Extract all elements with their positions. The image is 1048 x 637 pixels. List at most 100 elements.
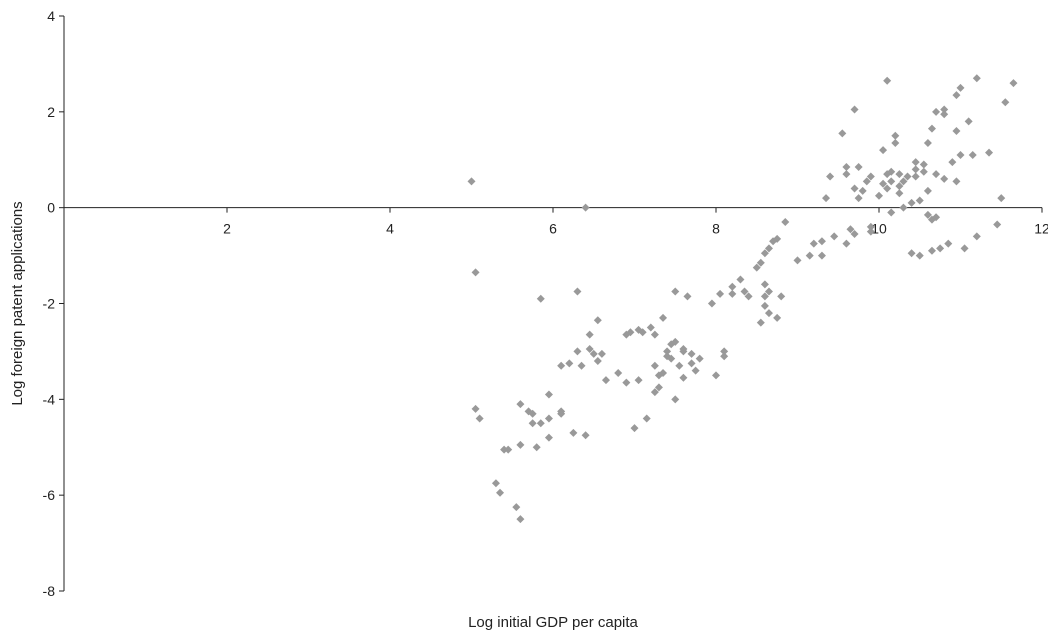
y-tick-label: 0: [47, 200, 55, 216]
data-point: [516, 400, 525, 409]
data-point: [565, 359, 574, 368]
data-point: [911, 158, 920, 167]
data-point: [891, 138, 900, 147]
data-point: [622, 378, 631, 387]
data-point: [817, 237, 826, 246]
data-point: [736, 275, 745, 284]
data-point: [532, 443, 541, 452]
data-point: [634, 376, 643, 385]
data-point: [581, 203, 590, 212]
data-point: [650, 330, 659, 339]
data-point: [923, 186, 932, 195]
data-point: [923, 138, 932, 147]
data-point: [911, 172, 920, 181]
data-point: [585, 345, 594, 354]
data-point: [972, 232, 981, 241]
y-tick-label: -4: [43, 391, 56, 407]
data-point: [879, 146, 888, 155]
data-point: [679, 373, 688, 382]
data-point: [997, 194, 1006, 203]
data-point: [907, 198, 916, 207]
data-point: [646, 323, 655, 332]
data-point: [626, 328, 635, 337]
data-point: [504, 445, 513, 454]
data-point: [671, 287, 680, 296]
data-point: [923, 210, 932, 219]
data-point: [866, 172, 875, 181]
data-point: [581, 431, 590, 440]
data-point: [601, 376, 610, 385]
data-point: [960, 244, 969, 253]
y-tick-label: -6: [43, 487, 56, 503]
x-tick-label: 4: [386, 221, 394, 237]
data-point: [728, 282, 737, 291]
data-point: [659, 368, 668, 377]
data-point: [756, 258, 765, 267]
data-point: [630, 424, 639, 433]
data-point: [638, 328, 647, 337]
data-point: [968, 150, 977, 159]
data-point: [773, 313, 782, 322]
data-point: [952, 177, 961, 186]
data-point: [471, 404, 480, 413]
data-point: [573, 347, 582, 356]
data-point: [760, 249, 769, 258]
data-point: [593, 357, 602, 365]
data-point: [850, 184, 859, 193]
data-point: [964, 117, 973, 126]
x-tick-label: 6: [549, 221, 557, 237]
y-axis-title: Log foreign patent applications: [9, 201, 26, 405]
data-point: [764, 309, 773, 318]
data-point: [932, 213, 941, 222]
data-point: [760, 301, 769, 310]
data-point: [760, 292, 769, 301]
data-point: [687, 359, 696, 368]
data-points-group: [467, 74, 1018, 524]
data-point: [903, 172, 912, 181]
data-point: [756, 318, 765, 327]
data-point: [899, 203, 908, 212]
data-point: [695, 354, 704, 363]
data-point: [675, 361, 684, 370]
data-point: [919, 167, 928, 176]
data-point: [866, 227, 875, 236]
data-point: [907, 249, 916, 258]
data-point: [940, 105, 949, 114]
y-tick-label: -2: [43, 296, 56, 312]
data-point: [659, 313, 668, 322]
data-point: [842, 162, 851, 171]
x-ticks-group: 2 4 6 8 10 12: [223, 207, 1048, 237]
data-point: [764, 287, 773, 296]
data-point: [858, 186, 867, 195]
data-point: [932, 170, 941, 179]
data-point: [944, 239, 953, 248]
data-point: [536, 294, 545, 303]
data-point: [671, 337, 680, 346]
data-point: [593, 316, 602, 325]
data-point: [899, 177, 908, 186]
data-point: [777, 292, 786, 301]
data-point: [667, 354, 676, 363]
data-point: [822, 194, 831, 203]
data-point: [793, 256, 802, 265]
data-point: [557, 409, 566, 418]
data-point: [809, 239, 818, 248]
data-point: [805, 251, 814, 260]
data-point: [887, 208, 896, 217]
data-point: [573, 287, 582, 296]
data-point: [993, 220, 1002, 229]
data-point: [887, 177, 896, 186]
data-point: [891, 131, 900, 140]
data-point: [850, 230, 859, 239]
axes-group: [63, 16, 1042, 591]
y-tick-label: 4: [47, 8, 55, 24]
data-point: [879, 179, 888, 188]
data-point: [691, 366, 700, 375]
data-point: [728, 289, 737, 298]
data-point: [781, 218, 790, 227]
data-point: [842, 170, 851, 179]
data-point: [1009, 79, 1018, 88]
data-point: [952, 91, 961, 100]
data-point: [679, 347, 688, 356]
data-point: [956, 150, 965, 159]
